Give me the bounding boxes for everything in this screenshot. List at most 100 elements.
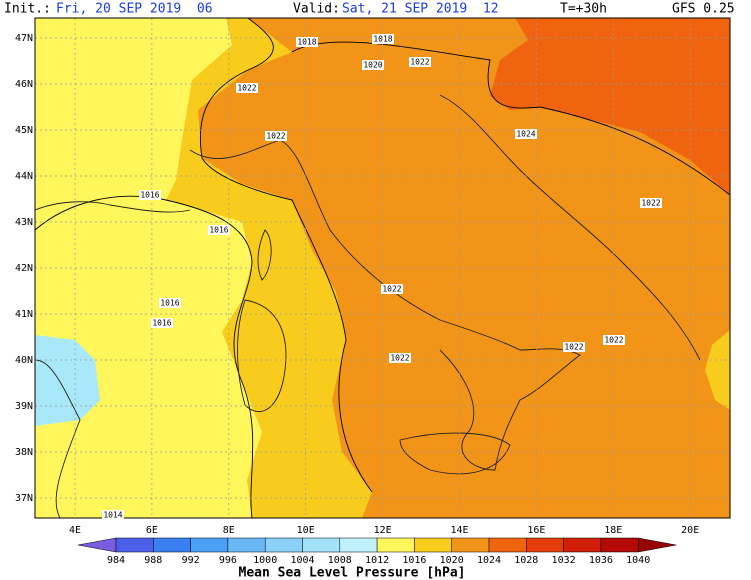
- pressure-zone-1012-1016: [35, 335, 100, 426]
- isobar-label: 1022: [266, 132, 285, 141]
- colorbar-swatch: [264, 537, 303, 553]
- isobar-label-box: [151, 318, 173, 328]
- colorbar-swatch: [451, 537, 490, 553]
- isobar-label-box: [372, 34, 394, 44]
- colorbar-label: 988: [144, 555, 162, 566]
- lon-label: 16E: [527, 525, 545, 536]
- isobar-label-box: [563, 342, 585, 352]
- isobar-label-box: [159, 298, 181, 308]
- isobar-label: 1016: [152, 319, 171, 328]
- isobar-label: 1022: [237, 84, 256, 93]
- coastline-corsica: [257, 229, 272, 281]
- lat-label: 40N: [15, 355, 33, 366]
- colorbar-label: 1016: [402, 555, 426, 566]
- isobar-label-box: [362, 60, 384, 70]
- lat-label: 47N: [15, 33, 33, 44]
- colorbar-title: Mean Sea Level Pressure [hPa]: [239, 566, 466, 580]
- isobar-label-box: [515, 129, 537, 139]
- isobar-label: 1014: [103, 511, 122, 520]
- colorbar-swatch: [339, 537, 378, 553]
- colorbar-label: 1040: [626, 555, 650, 566]
- isobar-label: 1022: [641, 199, 660, 208]
- colorbar-high-end: [637, 537, 677, 553]
- colorbar-swatch: [153, 537, 191, 553]
- colorbar-label: 1020: [440, 555, 464, 566]
- isobar-label-box: [236, 83, 258, 93]
- coastline-sardinia: [237, 299, 287, 413]
- colorbar-label: 1028: [514, 555, 538, 566]
- lat-label: 37N: [15, 493, 33, 504]
- isobar-1018: [199, 17, 373, 493]
- coastline-adriatic: [439, 94, 701, 361]
- isobar-label: 1016: [140, 191, 159, 200]
- isobar-label: 1018: [373, 35, 392, 44]
- colorbar-label: 1032: [552, 555, 576, 566]
- colorbar-label: 1036: [589, 555, 613, 566]
- colorbar-label: 1008: [328, 555, 352, 566]
- isobar-label: 1022: [564, 343, 583, 352]
- valid-value: Sat, 21 SEP 2019 12: [342, 2, 499, 17]
- lon-label: 4E: [69, 525, 81, 536]
- isobar-label: 1022: [410, 58, 429, 67]
- colorbar-swatch: [302, 537, 341, 553]
- colorbar-label: 1004: [290, 555, 314, 566]
- coastlines: [34, 94, 701, 519]
- colorbar-swatch: [600, 537, 639, 553]
- colorbar-swatch: [376, 537, 415, 553]
- colorbar-swatch: [526, 537, 564, 553]
- isobar-label-box: [640, 198, 662, 208]
- colorbar-label: 1000: [253, 555, 277, 566]
- colorbar-swatch: [563, 537, 602, 553]
- lon-label: 12E: [374, 525, 392, 536]
- colorbar-swatch: [115, 537, 154, 553]
- colorbar-label: 996: [219, 555, 237, 566]
- lat-label: 38N: [15, 447, 33, 458]
- isobar-label: 1016: [160, 299, 179, 308]
- lat-label: 44N: [15, 171, 33, 182]
- isobar-label: 1020: [363, 61, 382, 70]
- lon-label: 18E: [604, 525, 622, 536]
- coastline-sicily: [399, 432, 511, 475]
- colorbar-swatch: [190, 537, 229, 553]
- isobar-label-box: [389, 353, 411, 363]
- isobar-label: 1022: [604, 336, 623, 345]
- isobar-label-box: [409, 57, 431, 67]
- coastline-spain: [34, 359, 81, 519]
- isobar-label-box: [296, 37, 318, 47]
- colorbar-label: 1012: [365, 555, 389, 566]
- colorbar-label: 984: [107, 555, 125, 566]
- lat-label: 39N: [15, 401, 33, 412]
- init-value: Fri, 20 SEP 2019 06: [56, 2, 213, 17]
- coastline-france: [34, 201, 191, 213]
- colorbar-label: 992: [182, 555, 200, 566]
- lon-label: 6E: [146, 525, 158, 536]
- lat-label: 42N: [15, 263, 33, 274]
- colorbar-label: 1024: [477, 555, 501, 566]
- lead-time: T=+30h: [560, 2, 607, 17]
- valid-label: Valid:: [293, 2, 340, 17]
- grid: [35, 18, 730, 518]
- isobar-label: 1024: [516, 130, 535, 139]
- isobar-1022: [291, 41, 731, 196]
- coastline-italy: [189, 139, 581, 471]
- lat-label: 45N: [15, 125, 33, 136]
- lat-label: 43N: [15, 217, 33, 228]
- pressure-zone-1024-1028: [490, 18, 730, 195]
- isobar-label-box: [603, 335, 625, 345]
- colorbar-swatch: [488, 537, 527, 553]
- isobar-1016: [34, 195, 254, 519]
- isobar-label: 1022: [382, 285, 401, 294]
- lat-label: 41N: [15, 309, 33, 320]
- lon-label: 20E: [681, 525, 699, 536]
- map-frame: [34, 17, 731, 519]
- isobar-label: 1022: [390, 354, 409, 363]
- pressure-zone-1018-1020: [705, 330, 730, 410]
- colorbar-swatch: [227, 537, 266, 553]
- colorbar: 984 988 992 996 1000 1004 1008 1012 1016 1020 1024…: [77, 537, 677, 566]
- isobar-label-box: [381, 284, 403, 294]
- isobar-label-box: [102, 510, 124, 520]
- lon-label: 10E: [297, 525, 315, 536]
- map-area: [34, 17, 731, 519]
- lon-label: 14E: [450, 525, 468, 536]
